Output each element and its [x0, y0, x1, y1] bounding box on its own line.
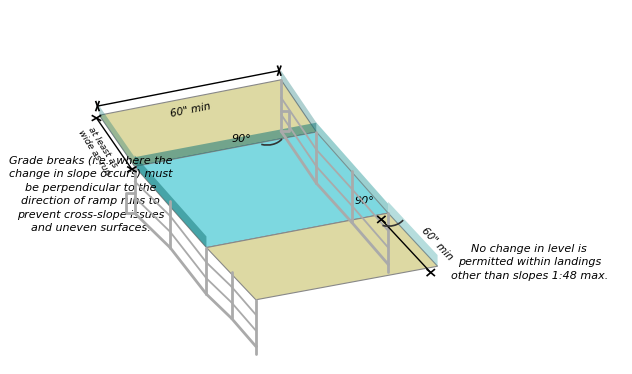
Polygon shape — [207, 213, 437, 300]
Text: No change in level is
permitted within landings
other than slopes 1:48 max.: No change in level is permitted within l… — [451, 244, 608, 281]
Polygon shape — [99, 106, 135, 166]
Text: 90°: 90° — [232, 134, 252, 144]
Text: Grade breaks (i.e., where the
change in slope occurs) must
be perpendicular to t: Grade breaks (i.e., where the change in … — [9, 156, 173, 233]
Text: at least as
wide as run: at least as wide as run — [76, 123, 121, 178]
Text: 60" min: 60" min — [419, 226, 454, 263]
Polygon shape — [317, 123, 388, 213]
Polygon shape — [99, 80, 317, 166]
Polygon shape — [135, 123, 317, 166]
Polygon shape — [388, 202, 437, 266]
Polygon shape — [135, 155, 207, 248]
Text: 90°: 90° — [355, 196, 375, 206]
Polygon shape — [281, 70, 317, 132]
Polygon shape — [135, 132, 388, 248]
Text: 60" min: 60" min — [169, 101, 211, 119]
